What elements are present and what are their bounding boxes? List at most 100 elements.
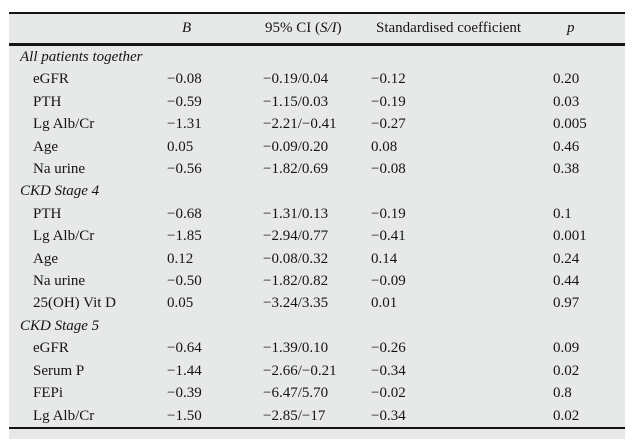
- cell-std-coefficient: 0.14: [371, 250, 398, 267]
- header-row: B 95% CI (S/I) Standardised coefficient …: [9, 14, 625, 46]
- regression-table: B 95% CI (S/I) Standardised coefficient …: [9, 14, 625, 429]
- table-row-serum-p: Serum P −1.44 −2.66/−0.21 −0.34 0.02: [9, 360, 625, 382]
- row-label: FEPi: [33, 385, 64, 402]
- cell-b: 0.12: [167, 250, 194, 267]
- cell-ci: −2.85/−17: [263, 407, 326, 424]
- cell-b: −0.64: [167, 340, 202, 357]
- cell-ci: −3.24/3.35: [263, 295, 329, 312]
- table-row-age: Age 0.05 −0.09/0.20 0.08 0.46: [9, 136, 625, 158]
- cell-b: −0.68: [167, 205, 202, 222]
- cell-b: −1.50: [167, 407, 202, 424]
- section-title: All patients together: [20, 49, 143, 65]
- table-row-na-urine: Na urine −0.56 −1.82/0.69 −0.08 0.38: [9, 158, 625, 180]
- cell-p: 0.24: [553, 250, 580, 267]
- cell-std-coefficient: −0.34: [371, 407, 406, 424]
- cell-ci: −0.08/0.32: [263, 250, 329, 267]
- cell-std-coefficient: −0.19: [371, 205, 406, 222]
- cell-std-coefficient: −0.09: [371, 273, 406, 290]
- cell-ci: −2.21/−0.41: [263, 116, 337, 133]
- row-label: Age: [33, 138, 58, 155]
- cell-p: 0.1: [553, 205, 572, 222]
- cell-std-coefficient: −0.02: [371, 385, 406, 402]
- cell-ci: −1.15/0.03: [263, 93, 329, 110]
- cell-ci: −1.82/0.82: [263, 273, 329, 290]
- cell-b: 0.05: [167, 295, 194, 312]
- row-label: Na urine: [33, 161, 86, 178]
- cell-std-coefficient: 0.08: [371, 138, 398, 155]
- table-row-pth: PTH −0.68 −1.31/0.13 −0.19 0.1: [9, 203, 625, 225]
- cell-p: 0.02: [553, 362, 580, 379]
- cell-p: 0.38: [553, 161, 580, 178]
- cell-std-coefficient: −0.08: [371, 161, 406, 178]
- table-row-pth: PTH −0.59 −1.15/0.03 −0.19 0.03: [9, 91, 625, 113]
- cell-ci: −1.31/0.13: [263, 205, 329, 222]
- column-header-p: p: [553, 14, 625, 46]
- cell-ci: −2.94/0.77: [263, 228, 329, 245]
- row-label: PTH: [33, 93, 62, 110]
- cell-ci: −1.82/0.69: [263, 161, 329, 178]
- cell-std-coefficient: −0.41: [371, 228, 406, 245]
- column-header-standardised-coefficient: Standardised coefficient: [371, 14, 553, 46]
- cell-p: 0.03: [553, 93, 580, 110]
- section-header-row-ckd-stage-4: CKD Stage 4: [9, 180, 625, 202]
- ci-header-prefix: 95% CI (: [265, 20, 320, 36]
- cell-p: 0.005: [553, 116, 587, 133]
- cell-ci: −1.39/0.10: [263, 340, 329, 357]
- cell-ci: −0.09/0.20: [263, 138, 329, 155]
- table-row-na-urine: Na urine −0.50 −1.82/0.82 −0.09 0.44: [9, 270, 625, 292]
- ci-header-italic: S/I: [320, 20, 337, 36]
- section-header-row-ckd-stage-5: CKD Stage 5: [9, 315, 625, 337]
- cell-std-coefficient: −0.26: [371, 340, 406, 357]
- cell-b: −1.44: [167, 362, 202, 379]
- section-header-row-all-patients: All patients together: [9, 45, 625, 69]
- table-row-lg-alb-cr: Lg Alb/Cr −1.31 −2.21/−0.41 −0.27 0.005: [9, 113, 625, 135]
- cell-std-coefficient: 0.01: [371, 295, 398, 312]
- cell-p: 0.46: [553, 138, 580, 155]
- cell-b: −0.39: [167, 385, 202, 402]
- cell-b: −0.50: [167, 273, 202, 290]
- row-label: Na urine: [33, 273, 86, 290]
- table-body: All patients together eGFR −0.08 −0.19/0…: [9, 45, 625, 428]
- ci-header-suffix: ): [336, 20, 342, 36]
- row-label: Lg Alb/Cr: [33, 407, 95, 424]
- table-row-lg-alb-cr: Lg Alb/Cr −1.50 −2.85/−17 −0.34 0.02: [9, 405, 625, 428]
- cell-p: 0.02: [553, 407, 580, 424]
- cell-p: 0.09: [553, 340, 580, 357]
- column-header-ci: 95% CI (S/I): [263, 14, 371, 46]
- table-row-25oh-vit-d: 25(OH) Vit D 0.05 −3.24/3.35 0.01 0.97: [9, 292, 625, 314]
- cell-b: −1.31: [167, 116, 202, 133]
- cell-p: 0.20: [553, 71, 580, 88]
- cell-ci: −6.47/5.70: [263, 385, 329, 402]
- row-label: Lg Alb/Cr: [33, 228, 95, 245]
- row-label: Lg Alb/Cr: [33, 116, 95, 133]
- cell-b: −1.85: [167, 228, 202, 245]
- row-label: 25(OH) Vit D: [33, 295, 116, 312]
- cell-p: 0.001: [553, 228, 587, 245]
- column-header-b: B: [167, 14, 263, 46]
- cell-p: 0.8: [553, 385, 572, 402]
- cell-b: −0.56: [167, 161, 202, 178]
- table-row-fepi: FEPi −0.39 −6.47/5.70 −0.02 0.8: [9, 382, 625, 404]
- cell-b: −0.08: [167, 71, 202, 88]
- section-title: CKD Stage 5: [20, 317, 100, 334]
- cell-b: −0.59: [167, 93, 202, 110]
- results-table-panel: B 95% CI (S/I) Standardised coefficient …: [9, 12, 625, 439]
- cell-std-coefficient: −0.34: [371, 362, 406, 379]
- cell-b: 0.05: [167, 138, 194, 155]
- table-row-age: Age 0.12 −0.08/0.32 0.14 0.24: [9, 248, 625, 270]
- cell-ci: −0.19/0.04: [263, 71, 329, 88]
- section-title: CKD Stage 4: [20, 183, 100, 200]
- table-row-lg-alb-cr: Lg Alb/Cr −1.85 −2.94/0.77 −0.41 0.001: [9, 225, 625, 247]
- cell-std-coefficient: −0.12: [371, 71, 406, 88]
- cell-ci: −2.66/−0.21: [263, 362, 337, 379]
- row-label: eGFR: [33, 340, 69, 357]
- row-label: Serum P: [33, 362, 85, 379]
- row-label: Age: [33, 250, 58, 267]
- table-row-egfr: eGFR −0.64 −1.39/0.10 −0.26 0.09: [9, 337, 625, 359]
- row-label: PTH: [33, 205, 62, 222]
- cell-std-coefficient: −0.19: [371, 93, 406, 110]
- column-header-variable: [9, 14, 167, 46]
- cell-p: 0.97: [553, 295, 580, 312]
- table-header: B 95% CI (S/I) Standardised coefficient …: [9, 14, 625, 46]
- row-label: eGFR: [33, 71, 69, 88]
